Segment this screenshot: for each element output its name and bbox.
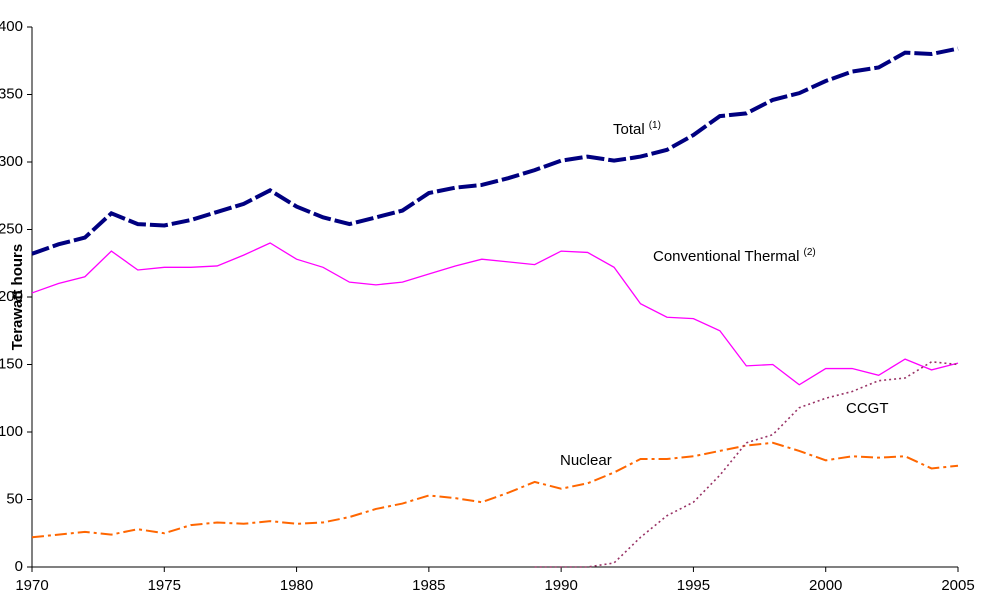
series-line	[31, 46, 959, 256]
y-tick-label: 250	[0, 220, 23, 237]
annotation: Nuclear	[560, 452, 612, 469]
y-tick-label: 200	[0, 288, 23, 305]
annotation-superscript: (1)	[649, 120, 661, 131]
y-tick-label: 400	[0, 18, 23, 35]
annotation-text: CCGT	[846, 400, 889, 417]
y-tick-label: 0	[15, 558, 23, 575]
series-line	[31, 441, 959, 539]
y-tick-label: 350	[0, 85, 23, 102]
series-line	[31, 242, 959, 386]
x-tick-label: 1980	[280, 577, 313, 594]
y-tick-label: 50	[6, 490, 23, 507]
annotation: Conventional Thermal (2)	[653, 247, 816, 265]
annotation-text: Nuclear	[560, 452, 612, 469]
series-line	[534, 360, 959, 568]
y-tick-label: 300	[0, 153, 23, 170]
y-tick-label: 150	[0, 355, 23, 372]
y-tick-label: 100	[0, 423, 23, 440]
x-tick-label: 2005	[941, 577, 974, 594]
annotation-superscript: (2)	[803, 247, 815, 258]
annotation-text: Conventional Thermal	[653, 248, 799, 265]
x-tick-label: 1970	[15, 577, 48, 594]
annotation-text: Total	[613, 121, 645, 138]
x-tick-label: 1990	[544, 577, 577, 594]
y-axis-label: Terawatt hours	[9, 244, 26, 350]
x-tick-label: 1995	[677, 577, 710, 594]
annotation: CCGT	[846, 400, 889, 417]
x-tick-label: 1975	[148, 577, 181, 594]
annotation: Total (1)	[613, 120, 661, 138]
x-tick-label: 1985	[412, 577, 445, 594]
x-tick-label: 2000	[809, 577, 842, 594]
